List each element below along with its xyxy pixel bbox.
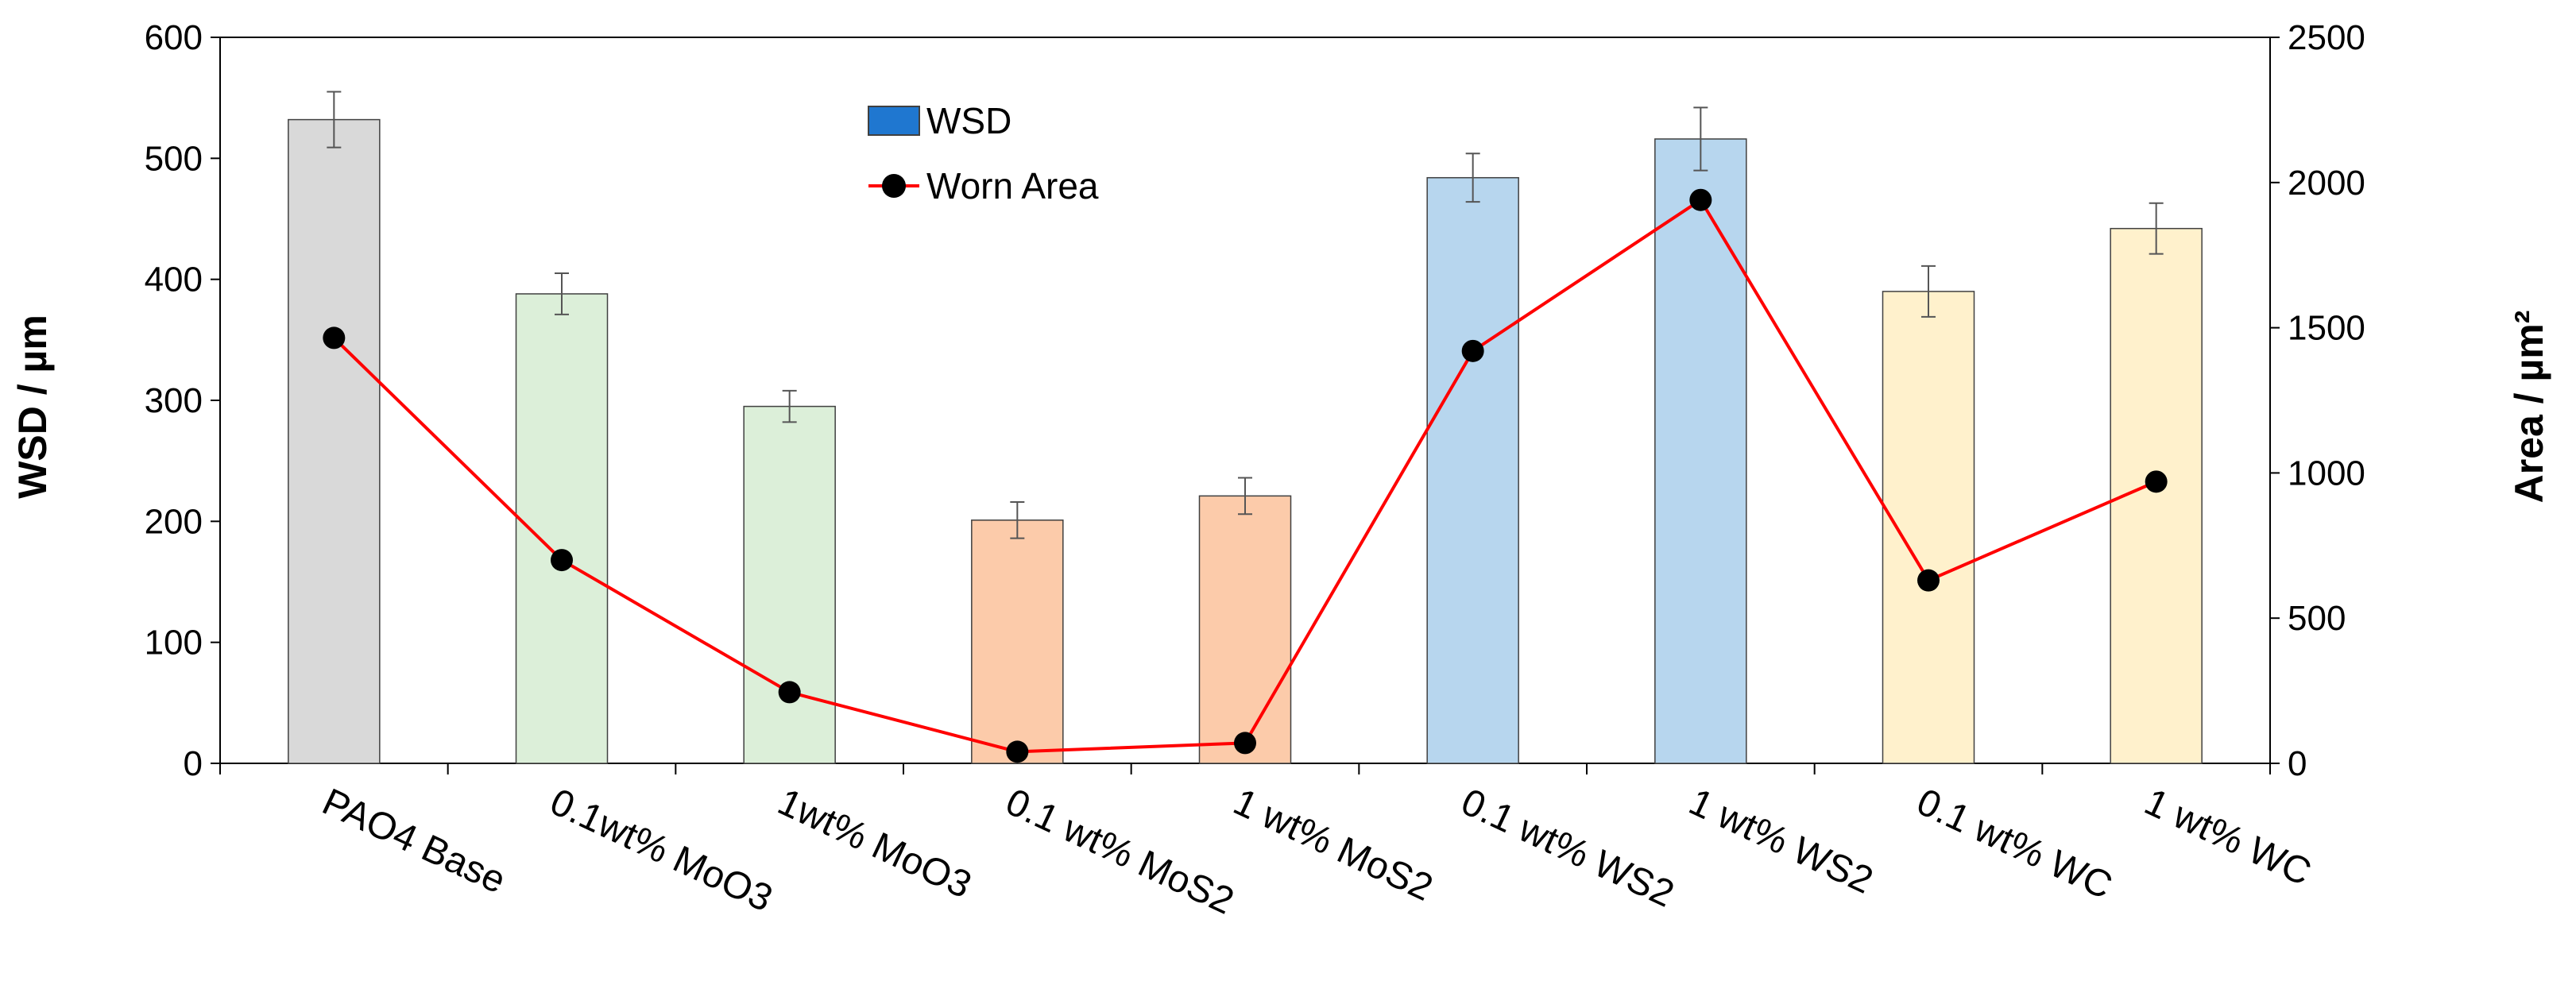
y2-tick-label: 2000: [2288, 164, 2365, 203]
y-tick-label: 600: [145, 18, 203, 57]
wsd-bar: [1198, 495, 1292, 764]
category-label: 0.1wt% MoO3: [543, 781, 779, 920]
right-axis-ticks: 0 500 1000 1500 2000 2500: [2270, 18, 2365, 783]
y-tick-label: 500: [145, 139, 203, 178]
category-label: 1 wt% WC: [2138, 781, 2317, 894]
y-tick-label: 400: [145, 261, 203, 299]
category-label: 0.1 wt% MoS2: [1000, 781, 1240, 923]
y2-tick-label: 1000: [2288, 454, 2365, 492]
y2-axis-title: Area / µm²: [2507, 311, 2551, 504]
worn-area-point: [1689, 188, 1712, 211]
wsd-bar: [1654, 138, 1747, 764]
y-tick-label: 0: [184, 744, 203, 783]
y-axis-title: WSD / µm: [10, 315, 55, 499]
wsd-bar: [743, 405, 836, 764]
legend-worn-area-label: Worn Area: [926, 165, 1099, 207]
category-label: 0.1 wt% WS2: [1455, 781, 1681, 916]
worn-area-point: [1461, 339, 1484, 362]
legend: WSD Worn Area: [868, 100, 1099, 207]
y2-tick-label: 0: [2288, 744, 2307, 783]
worn-area-point: [323, 326, 346, 350]
wsd-bar: [971, 519, 1064, 764]
worn-area-point: [2145, 470, 2168, 493]
worn-area-point: [1006, 740, 1029, 763]
x-axis-ticks: [219, 763, 2271, 774]
worn-area-point: [1234, 732, 1256, 755]
category-label: 1 wt% MoS2: [1227, 781, 1439, 910]
wsd-error-bars: [327, 91, 2164, 539]
category-label: 1 wt% WS2: [1683, 781, 1879, 902]
category-label: 0.1 wt% WC: [1910, 781, 2118, 908]
y-tick-label: 200: [145, 502, 203, 541]
y-tick-label: 100: [145, 624, 203, 662]
worn-area-line: [323, 188, 2168, 763]
worn-area-point: [778, 681, 801, 704]
y2-tick-label: 2500: [2288, 18, 2365, 57]
legend-worn-area-marker: [882, 174, 906, 198]
worn-area-point: [1917, 569, 1940, 592]
legend-wsd-label: WSD: [926, 100, 1011, 141]
wsd-bars: [288, 118, 2203, 764]
y-tick-label: 300: [145, 381, 203, 420]
wsd-bar: [1426, 176, 1519, 764]
worn-area-point: [551, 549, 573, 572]
wsd-bar: [288, 118, 381, 764]
category-label: 1wt% MoO3: [772, 781, 977, 907]
y2-tick-label: 500: [2288, 599, 2346, 638]
legend-wsd-swatch: [868, 106, 920, 136]
category-label: PAO4 Base: [316, 781, 512, 902]
y2-tick-label: 1500: [2288, 309, 2365, 348]
left-axis-ticks: 0 100 200 300 400 500 600: [145, 18, 220, 783]
